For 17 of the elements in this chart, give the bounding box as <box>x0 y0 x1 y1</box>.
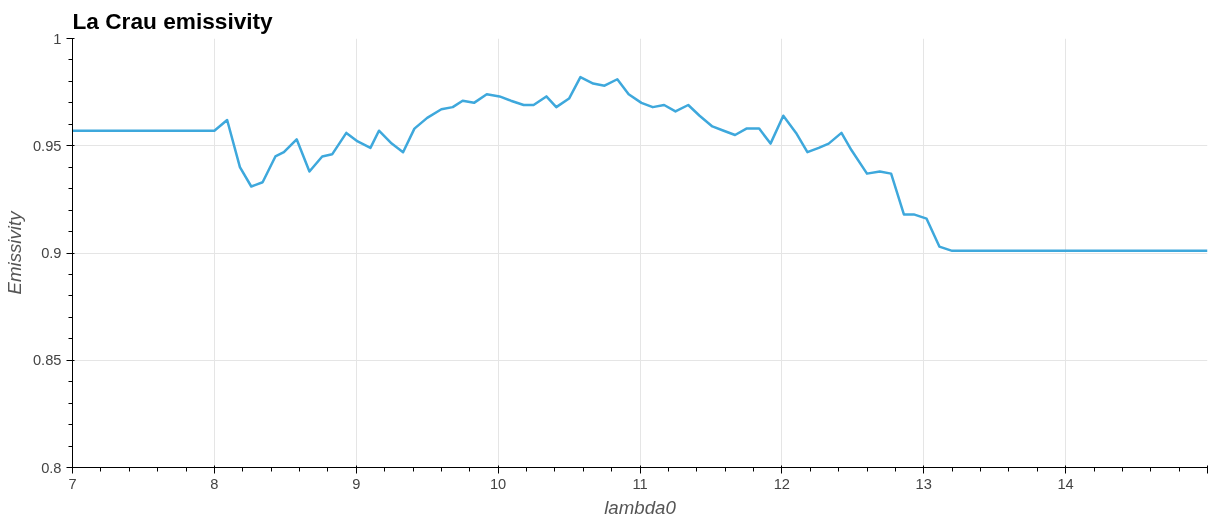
chart-title: La Crau emissivity <box>72 7 274 34</box>
x-tick-label: 8 <box>210 475 219 492</box>
y-tick-label: 0.9 <box>41 245 62 261</box>
x-tick-label: 7 <box>68 475 77 492</box>
y-tick-label: 1 <box>53 30 62 47</box>
line-series <box>72 75 1208 253</box>
y-tick-label: 0.8 <box>41 459 62 476</box>
y-axis-title: Emissivity <box>3 209 25 295</box>
x-tick-label: 9 <box>352 475 361 492</box>
y-tick-label: 0.85 <box>32 352 62 369</box>
x-axis-title: lambda0 <box>604 496 677 518</box>
x-tick-label: 13 <box>915 475 932 492</box>
x-tick-label: 12 <box>773 475 791 492</box>
x-tick-label: 10 <box>489 475 507 492</box>
y-tick-label: 0.95 <box>32 137 62 154</box>
x-tick-label: 11 <box>632 475 648 492</box>
x-tick-label: 14 <box>1057 475 1074 492</box>
